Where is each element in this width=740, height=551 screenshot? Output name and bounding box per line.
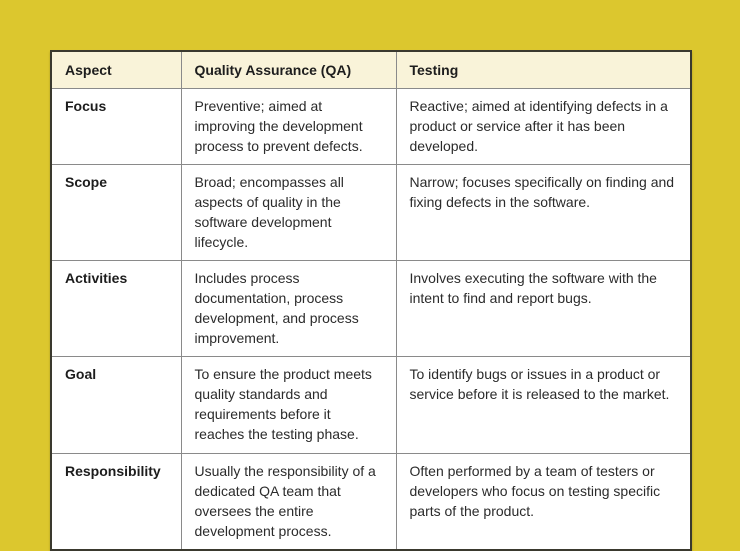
column-header-aspect: Aspect bbox=[50, 50, 182, 89]
testing-cell-scope: Narrow; focuses specifically on finding … bbox=[395, 164, 692, 261]
row-label-scope: Scope bbox=[50, 164, 182, 261]
qa-vs-testing-comparison-table: Aspect Quality Assurance (QA) Testing Fo… bbox=[50, 50, 692, 551]
row-label-activities: Activities bbox=[50, 260, 182, 357]
qa-cell-activities: Includes process documentation, process … bbox=[180, 260, 397, 357]
testing-cell-activities: Involves executing the software with the… bbox=[395, 260, 692, 357]
qa-cell-scope: Broad; encompasses all aspects of qualit… bbox=[180, 164, 397, 261]
testing-cell-focus: Reactive; aimed at identifying defects i… bbox=[395, 88, 692, 165]
row-label-responsibility: Responsibility bbox=[50, 453, 182, 551]
qa-cell-responsibility: Usually the responsibility of a dedicate… bbox=[180, 453, 397, 551]
testing-cell-goal: To identify bugs or issues in a product … bbox=[395, 356, 692, 454]
page-background: Aspect Quality Assurance (QA) Testing Fo… bbox=[50, 50, 692, 551]
row-label-goal: Goal bbox=[50, 356, 182, 454]
column-header-testing: Testing bbox=[395, 50, 692, 89]
table-row-responsibility: Responsibility Usually the responsibilit… bbox=[50, 453, 692, 551]
qa-cell-focus: Preventive; aimed at improving the devel… bbox=[180, 88, 397, 165]
row-label-focus: Focus bbox=[50, 88, 182, 165]
table-row-scope: Scope Broad; encompasses all aspects of … bbox=[50, 164, 692, 261]
table-row-focus: Focus Preventive; aimed at improving the… bbox=[50, 88, 692, 165]
column-header-qa: Quality Assurance (QA) bbox=[180, 50, 397, 89]
table-header-row: Aspect Quality Assurance (QA) Testing bbox=[50, 50, 692, 89]
testing-cell-responsibility: Often performed by a team of testers or … bbox=[395, 453, 692, 551]
table-row-activities: Activities Includes process documentatio… bbox=[50, 260, 692, 357]
table-row-goal: Goal To ensure the product meets quality… bbox=[50, 356, 692, 454]
qa-cell-goal: To ensure the product meets quality stan… bbox=[180, 356, 397, 454]
